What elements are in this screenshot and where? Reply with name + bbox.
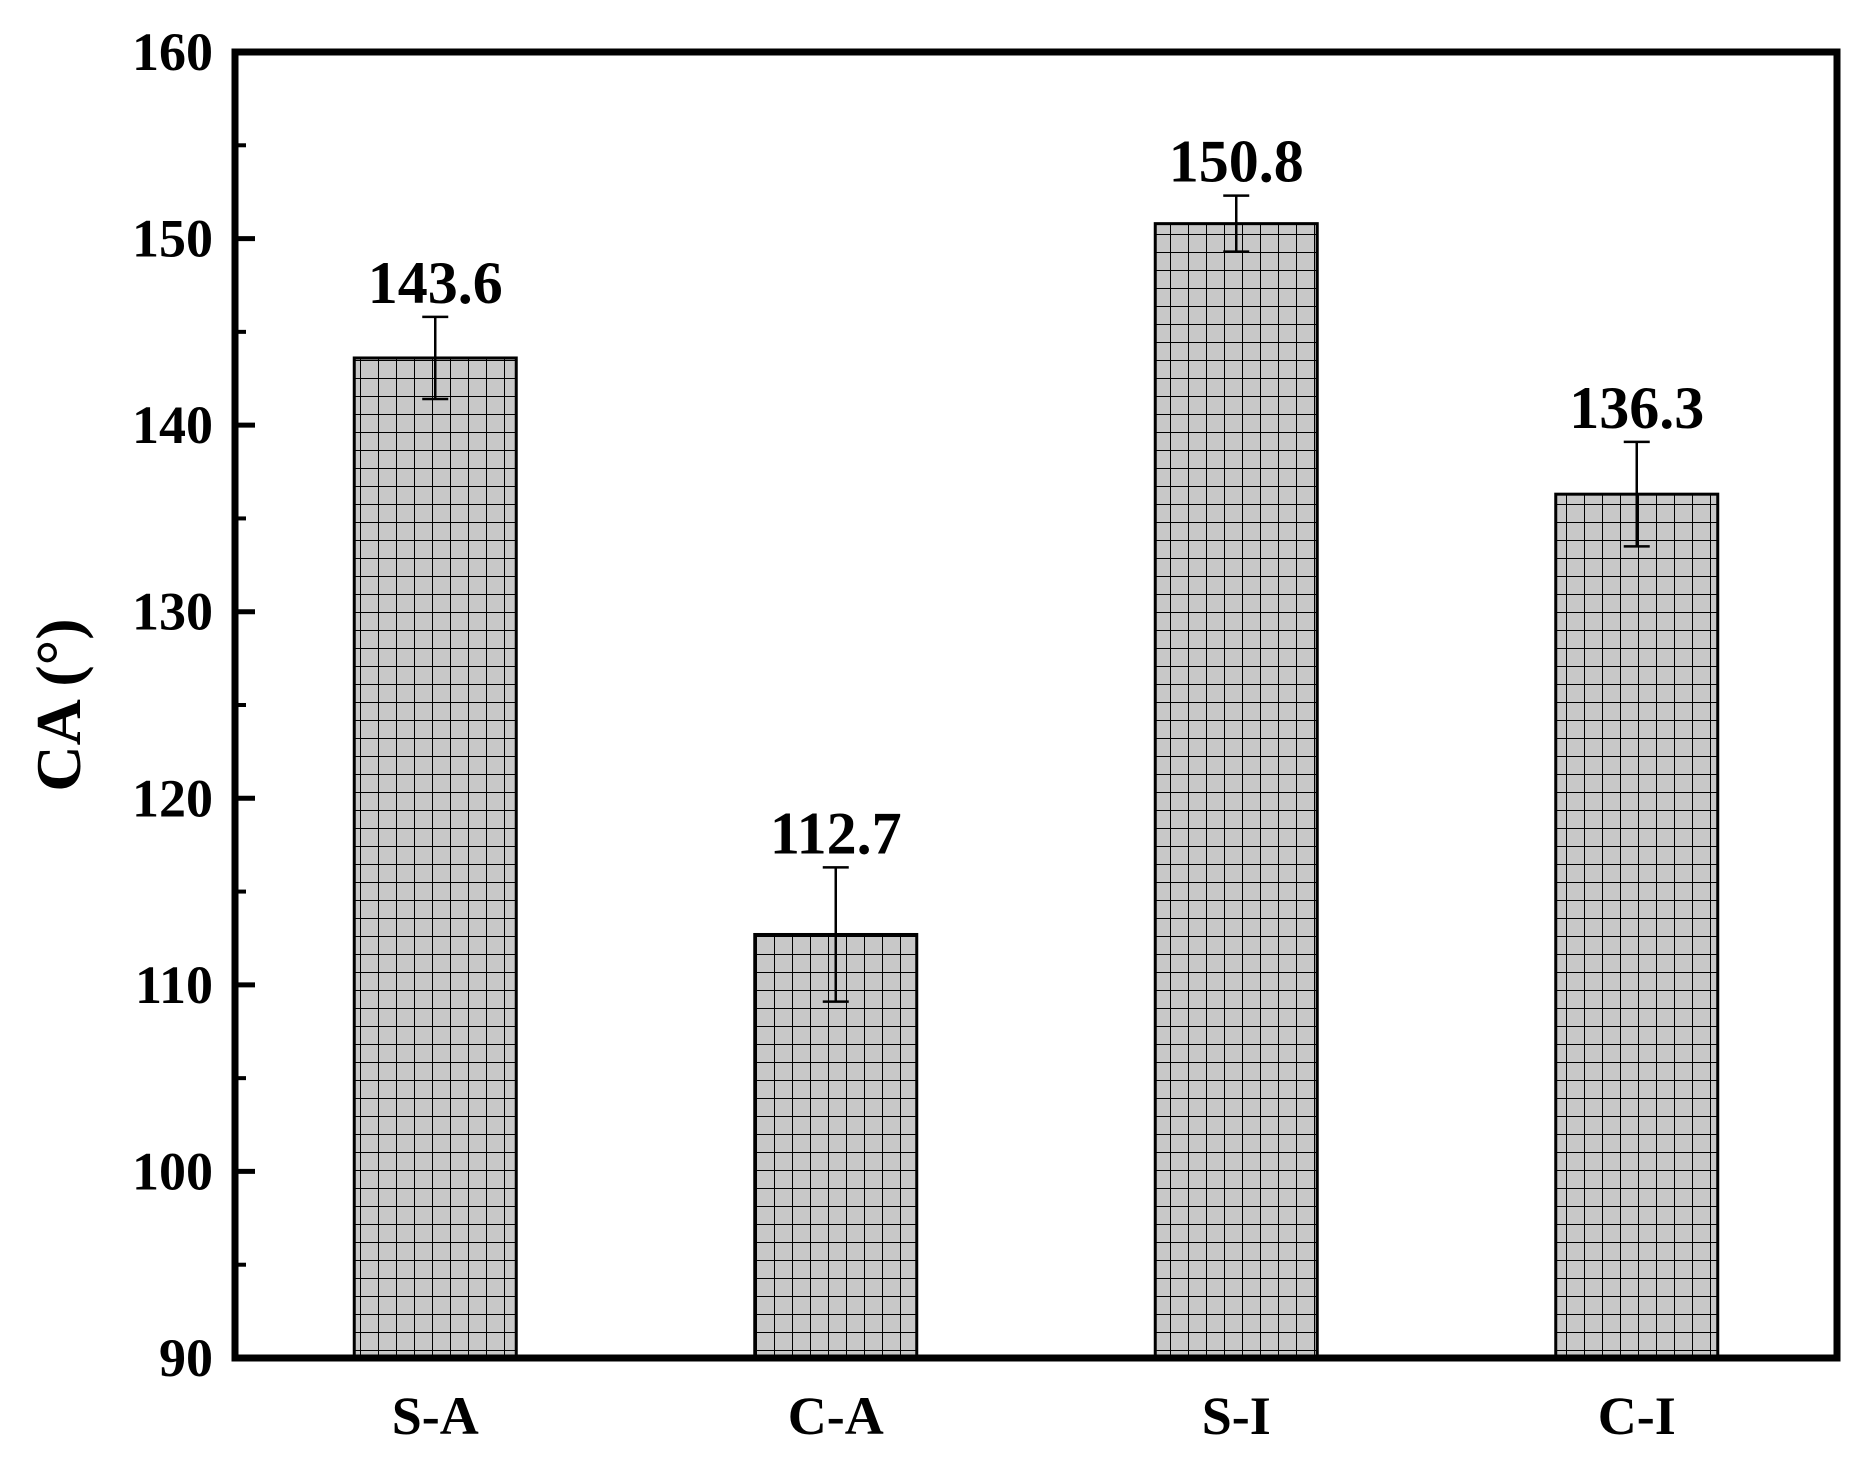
data-label-c-a: 112.7: [770, 800, 902, 866]
y-tick-label-120: 120: [132, 768, 213, 828]
y-tick-label-130: 130: [132, 582, 213, 642]
bar-c-i: [1554, 492, 1720, 1360]
y-tick-label-100: 100: [132, 1141, 213, 1201]
ticks-layer: S-A C-A S-I C-I 90 100 110 120 130 140 150 160: [132, 22, 1676, 1446]
y-tick-label-160: 160: [132, 22, 213, 82]
bar-s-i: [1153, 222, 1319, 1360]
bar-s-a: [352, 356, 518, 1360]
data-label-c-i: 136.3: [1569, 375, 1704, 441]
y-tick-label-150: 150: [132, 209, 213, 269]
x-tick-label-s-a: S-A: [392, 1386, 479, 1446]
bars-layer: [352, 222, 1720, 1360]
x-tick-label-c-a: C-A: [788, 1386, 884, 1446]
error-bars-layer: [422, 194, 1650, 1003]
bar-c-a: [753, 932, 919, 1360]
data-labels-layer: 143.6 112.7 150.8 136.3: [368, 129, 1705, 867]
y-axis-title: CA (°): [23, 618, 94, 791]
data-label-s-i: 150.8: [1169, 129, 1304, 195]
y-tick-label-110: 110: [135, 955, 213, 1015]
x-tick-label-c-i: C-I: [1598, 1386, 1676, 1446]
x-tick-label-s-i: S-I: [1202, 1386, 1271, 1446]
y-tick-label-140: 140: [132, 395, 213, 455]
data-label-s-a: 143.6: [368, 250, 503, 316]
y-tick-label-90: 90: [159, 1328, 213, 1388]
